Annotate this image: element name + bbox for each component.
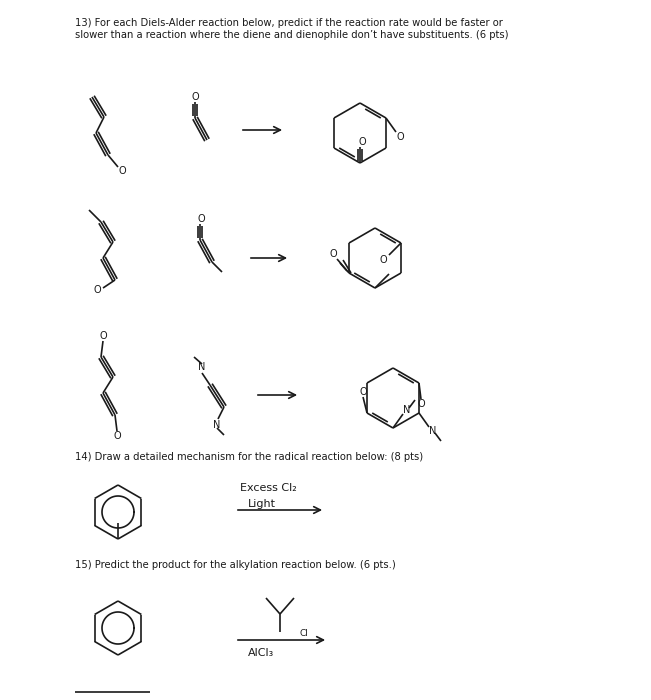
Text: Light: Light [248,499,276,509]
Text: O: O [113,431,121,441]
Text: O: O [191,92,199,102]
Text: O: O [379,255,387,265]
Text: N: N [429,426,437,436]
Text: Excess Cl₂: Excess Cl₂ [240,483,297,493]
Text: O: O [359,387,367,397]
Text: O: O [396,132,404,142]
Text: 15) Predict the product for the alkylation reaction below. (6 pts.): 15) Predict the product for the alkylati… [75,560,396,570]
Text: O: O [358,137,366,147]
Text: O: O [197,214,205,224]
Text: N: N [404,405,411,415]
Text: 14) Draw a detailed mechanism for the radical reaction below: (8 pts): 14) Draw a detailed mechanism for the ra… [75,452,423,462]
Text: N: N [199,362,206,372]
Text: N: N [214,420,221,430]
Text: O: O [417,399,425,409]
Text: Cl: Cl [300,629,309,638]
Text: AlCl₃: AlCl₃ [248,648,274,658]
Text: O: O [329,249,337,259]
Text: O: O [99,331,107,341]
Text: O: O [93,285,101,295]
Text: O: O [118,166,126,176]
Text: 13) For each Diels-Alder reaction below, predict if the reaction rate would be f: 13) For each Diels-Alder reaction below,… [75,18,508,40]
